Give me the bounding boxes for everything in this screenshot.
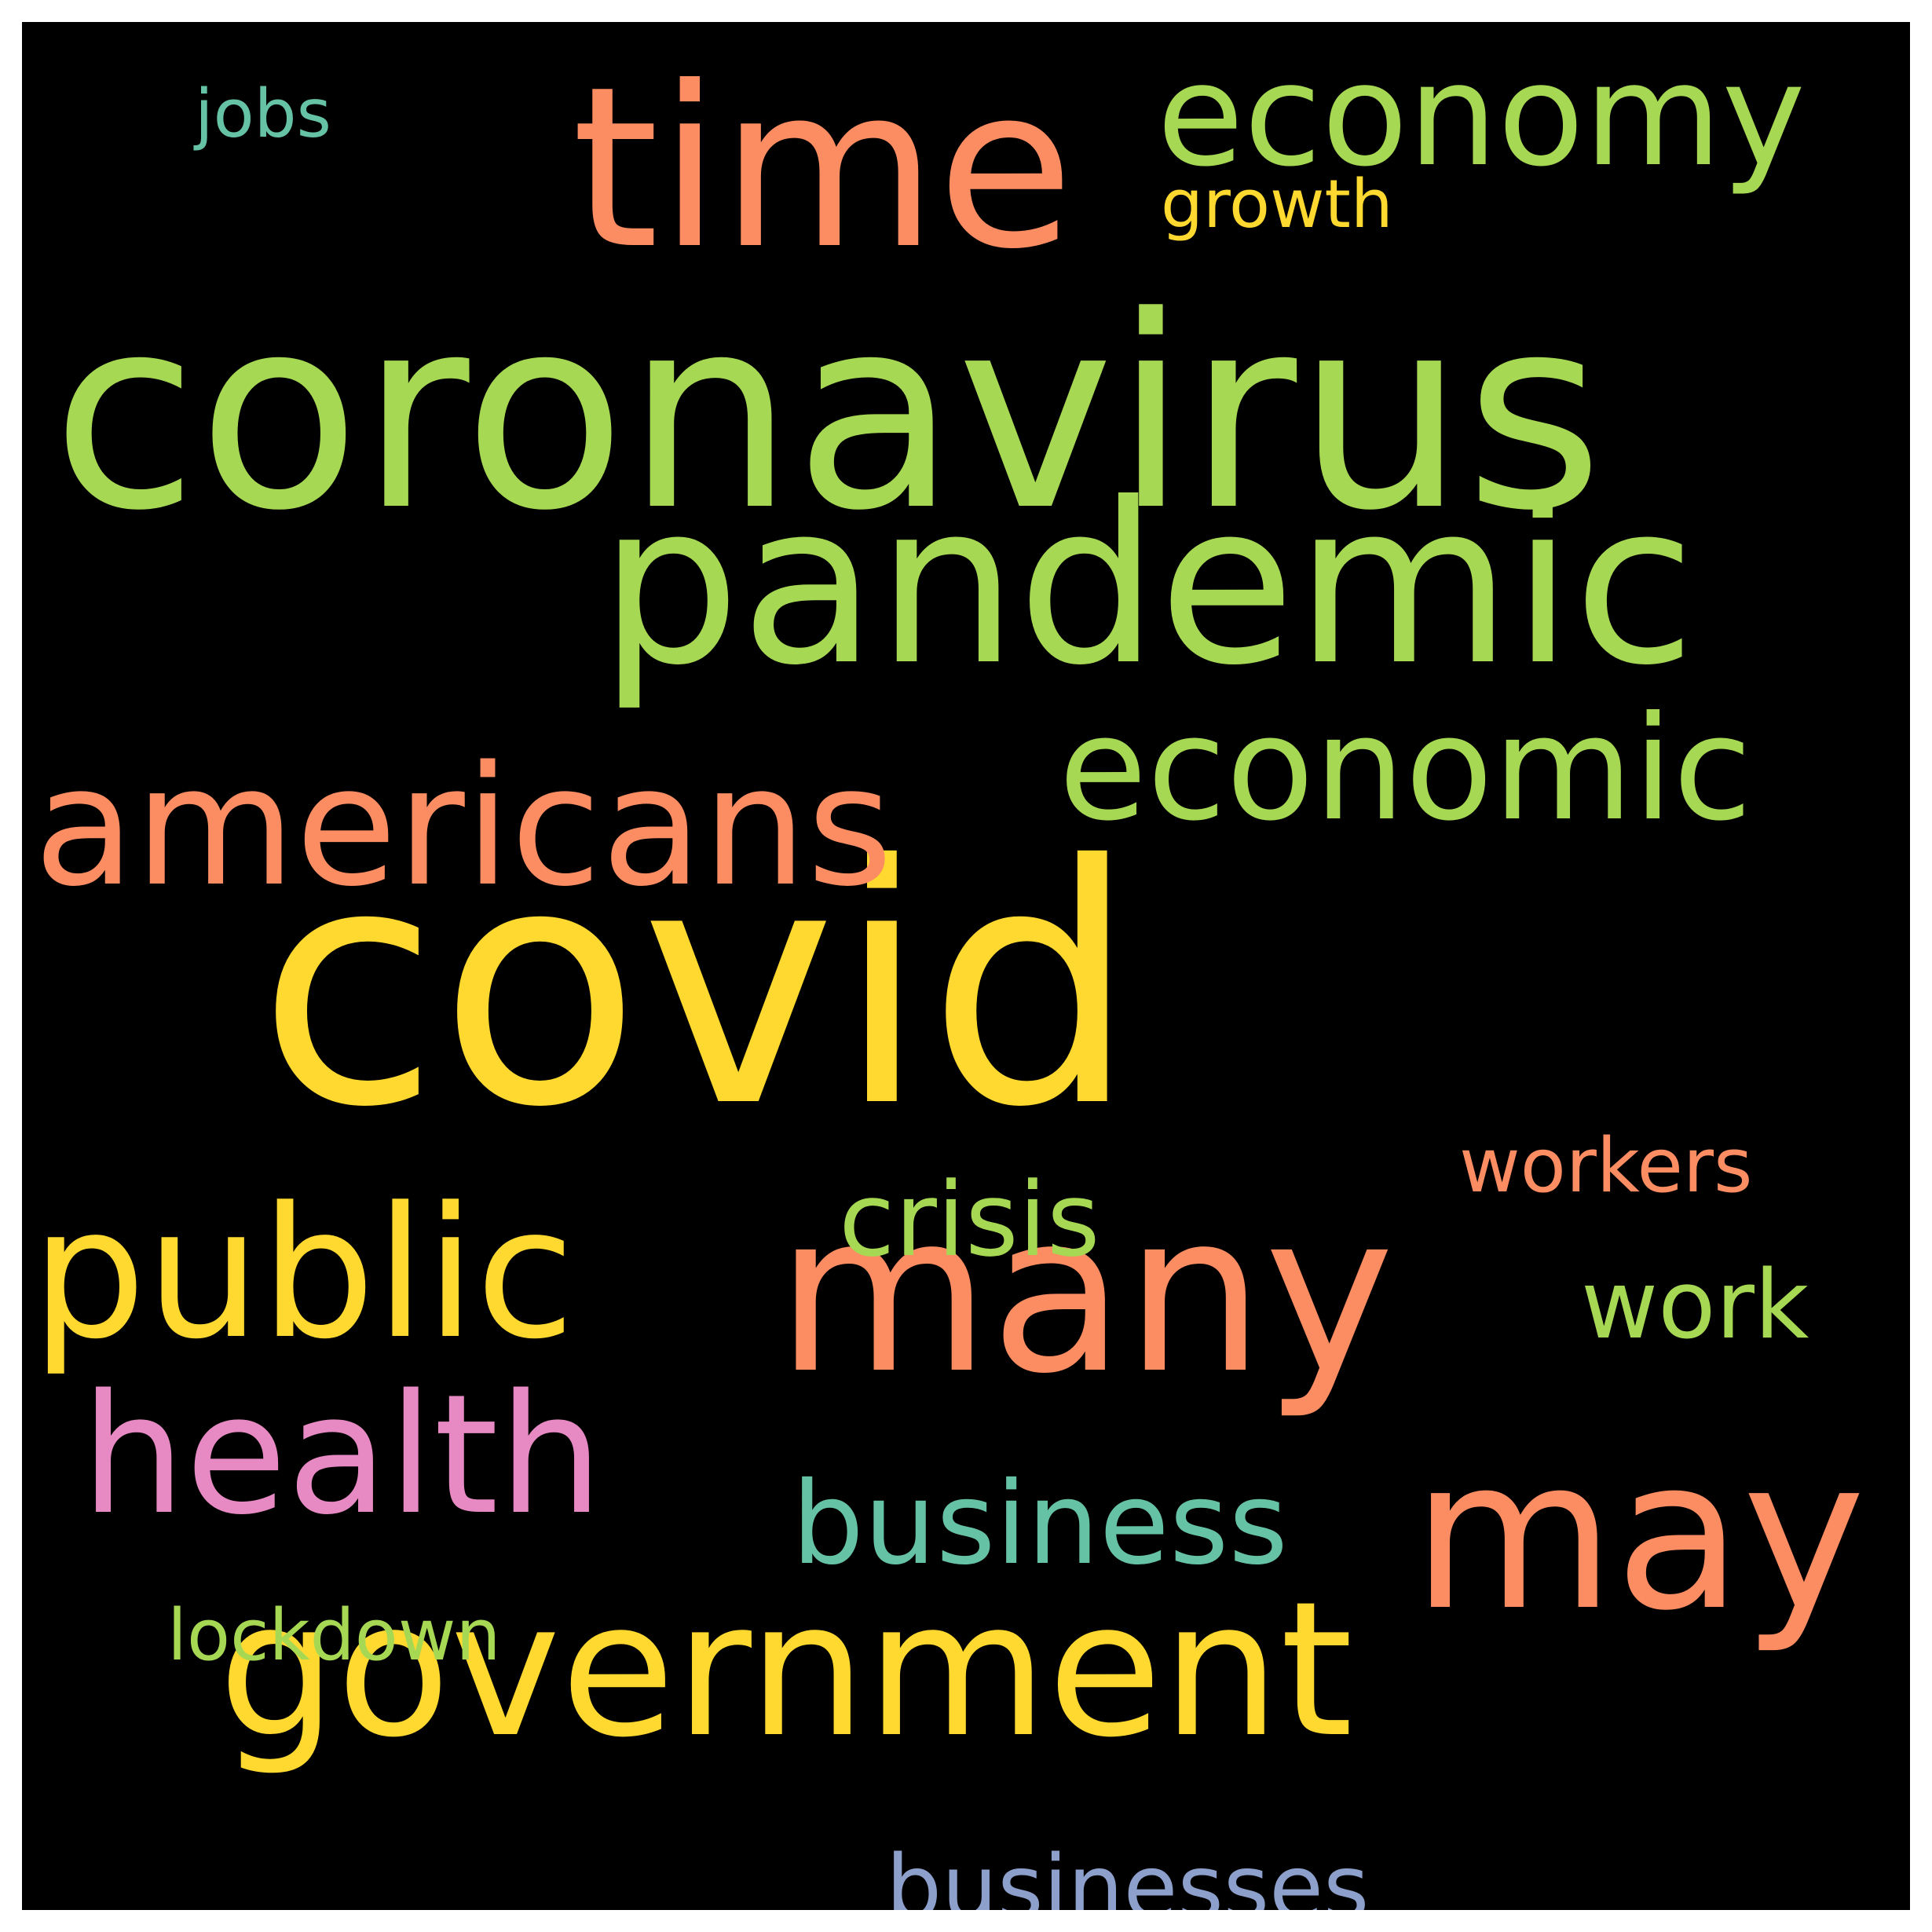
word-jobs: jobs [195, 75, 331, 153]
word-time: time [572, 38, 1074, 298]
word-businesses: businesses [886, 1837, 1370, 1910]
word-lockdown: lockdown [167, 1594, 501, 1677]
word-business: business [792, 1458, 1288, 1590]
word-americans: americans [34, 730, 893, 923]
word-many: many [776, 1166, 1395, 1422]
word-work: work [1581, 1251, 1809, 1360]
word-government: government [218, 1561, 1353, 1778]
word-cloud-panel: coronavirus covid pandemic time governme… [22, 22, 1910, 1910]
word-coronavirus: coronavirus [52, 259, 1604, 569]
word-economic: economic [1059, 686, 1752, 853]
word-may: may [1412, 1414, 1866, 1656]
word-health: health [81, 1359, 603, 1551]
word-economy: economy [1157, 34, 1806, 198]
word-pandemic: pandemic [599, 455, 1696, 714]
word-growth: growth [1161, 166, 1393, 243]
word-workers: workers [1459, 1123, 1753, 1209]
word-crisis: crisis [839, 1160, 1100, 1279]
word-public: public [31, 1169, 576, 1379]
word-covid: covid [258, 796, 1137, 1180]
